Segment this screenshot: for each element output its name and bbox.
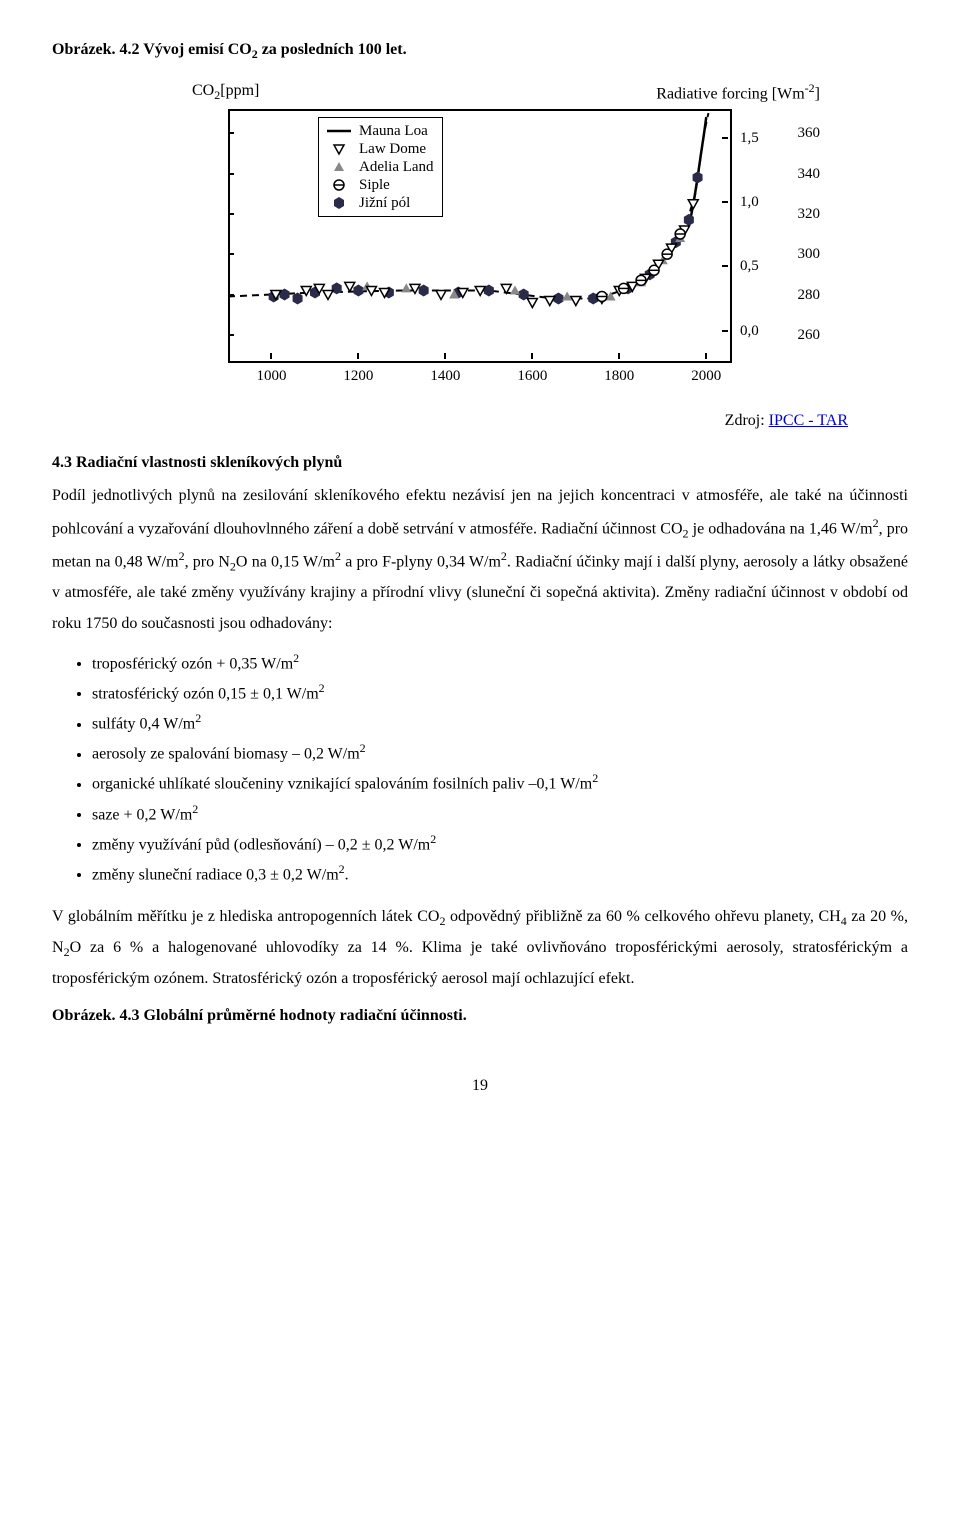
paragraph-radiative-properties: Podíl jednotlivých plynů na zesilování s… — [52, 481, 908, 639]
legend-label: Jižní pól — [359, 192, 410, 215]
bullet-text: změny sluneční radiace 0,3 ± 0,2 W/m — [92, 866, 339, 883]
radiative-forcing-list: troposférický ozón + 0,35 W/m2stratosfér… — [92, 649, 908, 888]
bullet-sup: 2 — [192, 802, 198, 816]
legend-symbol — [325, 195, 353, 211]
bullet-text: aerosoly ze spalování biomasy – 0,2 W/m — [92, 746, 360, 763]
figure-4-3-caption: Obrázek. 4.3 Globální průměrné hodnoty r… — [52, 1004, 908, 1028]
page-number: 19 — [52, 1074, 908, 1098]
list-item: sulfáty 0,4 W/m2 — [92, 709, 908, 737]
list-item: změny sluneční radiace 0,3 ± 0,2 W/m2. — [92, 860, 908, 888]
caption-suffix: za posledních 100 let. — [258, 41, 407, 58]
legend-symbol — [325, 159, 353, 175]
legend-symbol — [325, 123, 353, 139]
source-prefix: Zdroj: — [725, 412, 769, 429]
list-item: organické uhlíkaté sloučeniny vznikající… — [92, 769, 908, 797]
p1-t6: a pro F-plyny 0,34 W/m — [341, 553, 501, 570]
bullet-tail: . — [345, 866, 349, 883]
source-link[interactable]: IPCC - TAR — [769, 412, 848, 429]
bullet-text: organické uhlíkaté sloučeniny vznikající… — [92, 776, 592, 793]
p1-t2: je odhadována na 1,46 W/m — [689, 520, 873, 537]
list-item: saze + 0,2 W/m2 — [92, 800, 908, 828]
p2-t2: odpovědný přibližně za 60 % celkového oh… — [445, 908, 840, 925]
list-item: stratosférický ozón 0,15 ± 0,1 W/m2 — [92, 679, 908, 707]
dash-series — [228, 113, 708, 298]
p1-t4: , pro N — [185, 553, 230, 570]
bullet-text: stratosférický ozón 0,15 ± 0,1 W/m — [92, 685, 319, 702]
caption-prefix: Obrázek. 4.2 Vývoj emisí CO — [52, 41, 252, 58]
bullet-sup: 2 — [430, 832, 436, 846]
co2-chart-container: CO2[ppm] Radiative forcing [Wm-2] 260280… — [52, 73, 908, 403]
bullet-sup: 2 — [195, 711, 201, 725]
legend-item: Jižní pól — [325, 194, 434, 212]
chart-legend: Mauna LoaLaw DomeAdelia LandSipleJižní p… — [318, 117, 443, 217]
p1-t5: O na 0,15 W/m — [236, 553, 335, 570]
list-item: troposférický ozón + 0,35 W/m2 — [92, 649, 908, 677]
figure-4-2-caption: Obrázek. 4.2 Vývoj emisí CO2 za poslední… — [52, 38, 908, 63]
p2-t1: V globálním měřítku je z hlediska antrop… — [52, 908, 439, 925]
legend-symbol — [325, 177, 353, 193]
paragraph-global-contribution: V globálním měřítku je z hlediska antrop… — [52, 902, 908, 994]
bullet-text: změny využívání půd (odlesňování) – 0,2 … — [92, 836, 430, 853]
section-4-3-heading: 4.3 Radiační vlastnosti skleníkových ply… — [52, 451, 908, 475]
p2-t4: O za 6 % a halogenované uhlovodíky za 14… — [52, 939, 908, 987]
list-item: změny využívání půd (odlesňování) – 0,2 … — [92, 830, 908, 858]
bullet-sup: 2 — [592, 771, 598, 785]
figure-source: Zdroj: IPCC - TAR — [52, 409, 848, 433]
bullet-text: sulfáty 0,4 W/m — [92, 716, 195, 733]
bullet-sup: 2 — [293, 651, 299, 665]
co2-chart: CO2[ppm] Radiative forcing [Wm-2] 260280… — [140, 73, 820, 403]
bullet-sup: 2 — [319, 681, 325, 695]
bullet-text: troposférický ozón + 0,35 W/m — [92, 655, 293, 672]
legend-symbol — [325, 141, 353, 157]
list-item: aerosoly ze spalování biomasy – 0,2 W/m2 — [92, 739, 908, 767]
bullet-sup: 2 — [360, 741, 366, 755]
plot-svg — [140, 73, 820, 403]
bullet-text: saze + 0,2 W/m — [92, 806, 192, 823]
